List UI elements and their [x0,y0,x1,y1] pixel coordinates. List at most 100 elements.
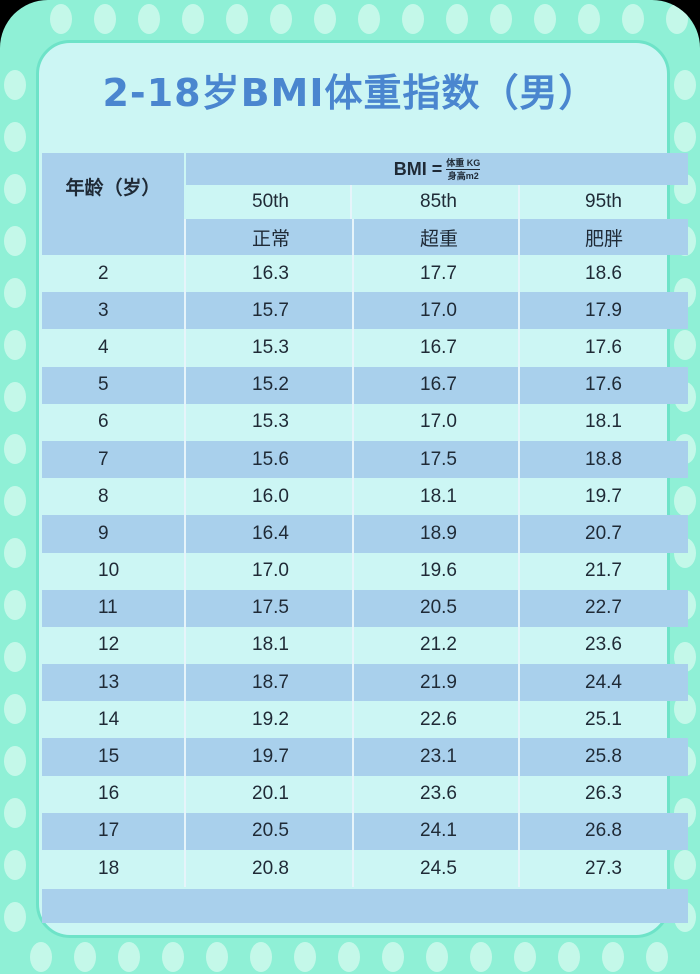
table-row: 2 16.3 17.7 18.6 [42,255,688,293]
p85-cell: 23.1 [420,746,457,768]
p85-cell: 17.7 [420,262,457,284]
column-divider [184,552,186,590]
column-divider [184,403,186,441]
p95-cell: 18.1 [585,411,622,433]
p95-cell: 18.8 [585,448,622,470]
column-divider [184,701,186,739]
age-cell: 7 [98,448,109,470]
column-divider [352,255,354,293]
p95-cell: 17.6 [585,374,622,396]
age-cell: 4 [98,336,109,358]
p95-cell: 20.7 [585,522,622,544]
column-divider [518,329,520,367]
decorative-dot [4,538,26,568]
decorative-dot [674,122,696,152]
p95-cell: 22.7 [585,597,622,619]
age-cell: 2 [98,262,109,284]
decorative-dot [558,942,580,972]
column-divider [184,738,186,776]
p50-cell: 18.7 [252,671,289,693]
p50-cell: 19.7 [252,746,289,768]
age-cell: 13 [98,671,120,693]
age-cell: 5 [98,374,109,396]
column-divider [184,329,186,367]
column-divider [518,185,520,219]
p85-cell: 23.6 [420,783,457,805]
column-divider [518,664,520,702]
percentile-header-row: 50th 85th 95th [186,185,688,219]
column-divider [352,664,354,702]
decorative-dot [338,942,360,972]
age-cell: 17 [98,820,120,842]
decorative-dot [4,278,26,308]
decorative-dot [4,382,26,412]
age-cell: 11 [98,597,118,619]
column-divider [518,589,520,627]
p50-cell: 20.1 [252,783,289,805]
p85-cell: 21.9 [420,671,457,693]
bmi-numerator: 体重 KG [446,157,481,168]
decorative-dot [250,942,272,972]
percentile-95-header: 95th [585,191,622,212]
p95-cell: 17.9 [585,299,622,321]
page-title: 2-18岁BMI体重指数（男） [102,71,598,115]
p50-cell: 18.1 [252,634,289,656]
p50-cell: 15.3 [252,336,289,358]
p95-cell: 26.8 [585,820,622,842]
category-obese-header: 肥胖 [585,228,624,250]
table-row: 4 15.3 16.7 17.6 [42,329,688,367]
column-divider [518,366,520,404]
column-divider [184,664,186,702]
decorative-dot [4,70,26,100]
category-normal-header: 正常 [252,228,291,250]
p50-cell: 16.0 [252,485,289,507]
category-overweight-header: 超重 [420,228,459,250]
decorative-dot [674,486,696,516]
p85-cell: 17.0 [420,411,457,433]
table-row: 8 16.0 18.1 19.7 [42,478,688,516]
p50-cell: 17.5 [252,597,289,619]
decorative-dot [50,4,72,34]
column-divider [518,626,520,665]
decorative-dot [4,174,26,204]
column-divider [518,701,520,739]
p95-cell: 18.6 [585,262,622,284]
column-divider [352,701,354,739]
p85-cell: 17.5 [420,448,457,470]
p85-cell: 18.9 [420,522,457,544]
decorative-dot [402,4,424,34]
decorative-dot [74,942,96,972]
decorative-dot [358,4,380,34]
p50-cell: 19.2 [252,708,289,730]
table-row: 16 20.1 23.6 26.3 [42,775,688,813]
p85-cell: 18.1 [420,485,457,507]
fraction-bar [446,168,481,170]
p50-cell: 16.3 [252,262,289,284]
column-divider [518,219,520,255]
table-row: 11 17.5 20.5 22.7 [42,589,688,627]
decorative-dot [4,694,26,724]
p95-cell: 17.6 [585,336,622,358]
p50-cell: 16.4 [252,522,289,544]
age-cell: 16 [98,783,120,805]
decorative-dot [514,942,536,972]
category-header-row: 正常 超重 肥胖 [42,219,688,255]
column-divider [352,292,354,330]
table-row: 6 15.3 17.0 18.1 [42,403,688,441]
decorative-dot [602,942,624,972]
column-divider [352,219,354,255]
decorative-dot [294,942,316,972]
column-divider [184,366,186,404]
decorative-dot [674,330,696,360]
table-body: 2 16.3 17.7 18.6 3 15.7 17.0 17.9 4 15.3 16.7 17.6 5… [42,255,688,888]
p85-cell: 19.6 [420,560,457,582]
column-divider [184,515,186,553]
column-divider [518,292,520,330]
table-row: 9 16.4 18.9 20.7 [42,515,688,553]
percentile-50-header: 50th [252,191,289,212]
p50-cell: 20.8 [252,857,289,879]
column-divider [352,589,354,627]
decorative-dot [470,942,492,972]
column-divider [352,850,354,888]
column-divider [184,850,186,888]
